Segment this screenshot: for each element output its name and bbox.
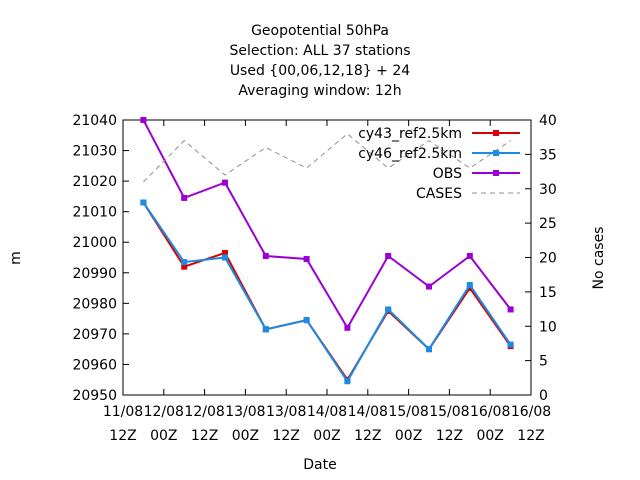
y2-tick-label: 35 — [539, 147, 557, 163]
series-line-cy43_ref2.5km — [142, 201, 512, 382]
x-tick-label-hour: 12Z — [272, 428, 299, 444]
x-tick-label-date: 12/08 — [184, 404, 224, 420]
data-point — [385, 306, 392, 313]
data-point — [222, 179, 228, 186]
y-axis-label: m — [8, 251, 24, 265]
y2-axis-ticks: 0 5 10 15 20 25 30 35 40 — [525, 113, 557, 404]
data-point — [262, 326, 269, 333]
legend-label: CASES — [416, 186, 462, 202]
y-tick-label: 21000 — [72, 235, 117, 251]
data-point — [385, 252, 392, 259]
x-tick-label-hour: 00Z — [150, 428, 177, 444]
x-tick-label-date: 11/08 — [103, 404, 143, 420]
y-tick-label: 20960 — [72, 357, 117, 373]
chart-title: Geopotential 50hPa Selection: ALL 37 stat… — [229, 23, 410, 99]
series-line-CASES — [143, 133, 511, 183]
data-point — [303, 317, 310, 324]
data-point — [426, 283, 432, 290]
y-tick-label: 20970 — [72, 327, 117, 343]
legend-label: cy46_ref2.5km — [358, 146, 462, 162]
x-tick-label-hour: 00Z — [313, 428, 340, 444]
x-tick-label-hour: 12Z — [191, 428, 218, 444]
data-point — [140, 199, 147, 206]
x-tick-label-hour: 00Z — [476, 428, 503, 444]
chart-title-line: Used {00,06,12,18} + 24 — [230, 63, 410, 79]
y-tick-label: 20980 — [72, 296, 117, 312]
legend-swatch-marker — [493, 150, 499, 156]
data-point — [303, 256, 310, 263]
x-tick-label-date: 16/08 — [511, 404, 551, 420]
data-point — [344, 378, 351, 385]
data-point — [262, 252, 269, 259]
x-tick-label-date: 13/08 — [225, 404, 265, 420]
data-point — [466, 282, 473, 288]
data-point — [466, 285, 473, 292]
y-tick-label: 20990 — [72, 266, 117, 282]
y2-tick-label: 5 — [539, 354, 548, 370]
y2-tick-label: 0 — [539, 388, 548, 404]
x-tick-label-date: 12/08 — [144, 404, 184, 420]
x-tick-label-date: 13/08 — [266, 404, 306, 420]
x-tick-label-date: 14/08 — [348, 404, 388, 420]
y2-tick-label: 10 — [539, 319, 557, 335]
x-tick-label-date: 15/08 — [429, 404, 469, 420]
x-tick-label-hour: 00Z — [232, 428, 259, 444]
y2-tick-label: 15 — [539, 285, 557, 301]
y2-tick-label: 20 — [539, 251, 557, 267]
legend: cy43_ref2.5km cy46_ref2.5km OBS CASES — [358, 126, 520, 202]
data-point — [222, 249, 228, 256]
data-point — [466, 252, 473, 259]
x-tick-label-date: 16/08 — [470, 404, 510, 420]
data-point — [507, 341, 514, 348]
y2-tick-label: 25 — [539, 216, 557, 232]
series-line-OBS — [142, 119, 512, 330]
data-point — [181, 263, 188, 270]
legend-label: cy43_ref2.5km — [358, 126, 462, 142]
legend-swatch-marker — [493, 130, 499, 136]
y-axis-ticks: 20950 20960 20970 20980 20990 21000 21010 21020… — [72, 113, 129, 404]
legend-label: OBS — [433, 166, 462, 182]
x-tick-label-hour: 12Z — [354, 428, 381, 444]
data-point — [426, 346, 432, 353]
y-tick-label: 21020 — [72, 174, 117, 190]
data-point — [140, 117, 147, 123]
chart-title-line: Selection: ALL 37 stations — [229, 43, 410, 59]
y-tick-label: 21040 — [72, 113, 117, 129]
y-tick-label: 21010 — [72, 205, 117, 221]
y-tick-label: 20950 — [72, 388, 117, 404]
data-point — [344, 324, 351, 331]
x-tick-label-hour: 12Z — [517, 428, 544, 444]
y-tick-label: 21030 — [72, 144, 117, 160]
series-lines — [140, 117, 514, 385]
x-tick-label-date: 15/08 — [388, 404, 428, 420]
data-point — [181, 194, 188, 201]
x-tick-label-date: 14/08 — [307, 404, 347, 420]
data-point — [507, 306, 514, 313]
x-tick-label-hour: 12Z — [436, 428, 463, 444]
series-line-cy46_ref2.5km — [142, 201, 512, 384]
data-point — [181, 259, 188, 266]
y2-axis-label: No cases — [591, 227, 607, 290]
x-tick-label-hour: 12Z — [109, 428, 136, 444]
legend-swatch-marker — [493, 170, 499, 176]
x-axis-ticks: 11/08 12Z 12/08 00Z 12/08 12Z 13/08 00Z 13/08 12Z… — [103, 120, 551, 444]
chart-title-line: Geopotential 50hPa — [251, 23, 389, 39]
data-point — [222, 254, 228, 261]
chart-title-line: Averaging window: 12h — [238, 83, 401, 99]
x-tick-label-hour: 00Z — [395, 428, 422, 444]
x-axis-label: Date — [303, 457, 336, 473]
y2-tick-label: 40 — [539, 113, 557, 129]
y2-tick-label: 30 — [539, 182, 557, 198]
